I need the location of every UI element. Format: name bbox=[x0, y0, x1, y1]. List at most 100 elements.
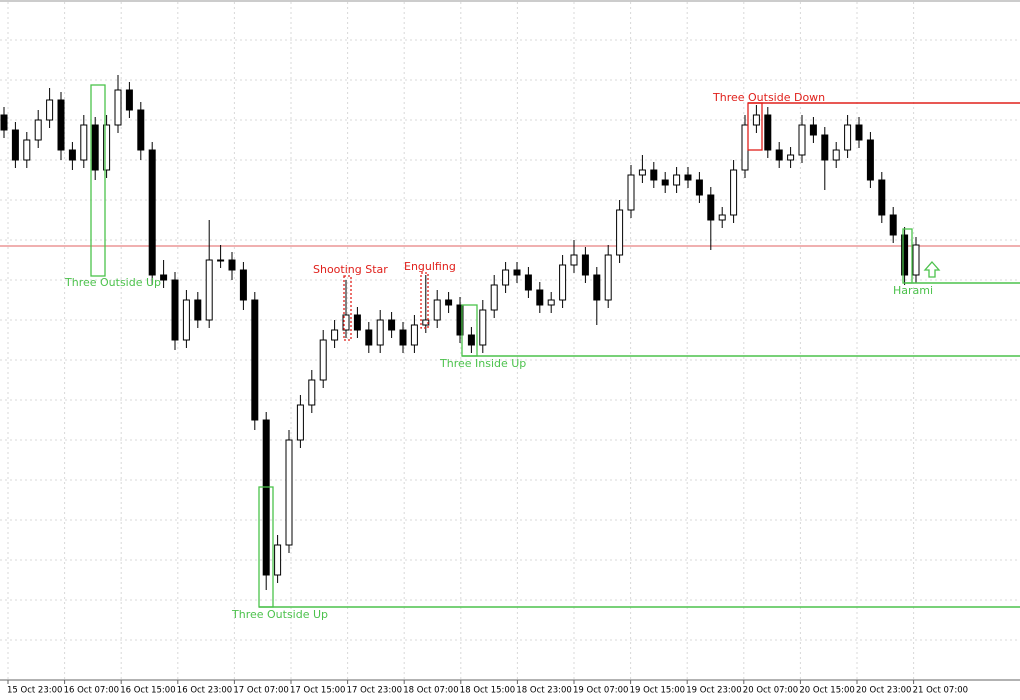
candle-body bbox=[445, 299, 453, 306]
candle-body bbox=[627, 174, 635, 211]
pattern-box bbox=[90, 84, 106, 277]
candle-body bbox=[559, 264, 567, 301]
candle-body bbox=[433, 299, 441, 321]
pattern-label: Three Inside Up bbox=[439, 357, 526, 370]
candle-body bbox=[878, 179, 886, 216]
candle-body bbox=[251, 299, 259, 421]
candle-body bbox=[205, 259, 213, 321]
x-tick-label: 17 Oct 07:00 bbox=[233, 686, 288, 696]
candle-body bbox=[114, 89, 122, 126]
candle-body bbox=[91, 124, 99, 171]
pattern-box bbox=[747, 102, 763, 151]
candle-body bbox=[80, 124, 88, 161]
candle-body bbox=[182, 299, 190, 341]
candle-body bbox=[353, 314, 361, 331]
candle-body bbox=[855, 124, 863, 141]
candle-body bbox=[673, 174, 681, 186]
candle-body bbox=[502, 269, 510, 286]
candle-body bbox=[798, 124, 806, 156]
candle-body bbox=[684, 174, 692, 181]
candle-body bbox=[103, 124, 111, 171]
candle-body bbox=[46, 99, 54, 121]
candle-body bbox=[581, 254, 589, 276]
candle-body bbox=[832, 149, 840, 161]
candle-body bbox=[741, 124, 749, 171]
pattern-box bbox=[420, 272, 429, 329]
candle-body bbox=[331, 329, 339, 341]
candle-body bbox=[787, 154, 795, 161]
candle-body bbox=[11, 129, 19, 161]
candle-body bbox=[570, 254, 578, 266]
candle-body bbox=[616, 209, 624, 256]
candle-body bbox=[809, 124, 817, 136]
candle-body bbox=[228, 259, 236, 271]
candle-body bbox=[730, 169, 738, 216]
candle-body bbox=[160, 274, 168, 281]
candle-body bbox=[524, 274, 532, 291]
candle-body bbox=[650, 169, 658, 181]
candle-body bbox=[365, 329, 373, 346]
candle-body bbox=[171, 279, 179, 341]
candle-body bbox=[593, 274, 601, 301]
candle-body bbox=[388, 319, 396, 331]
pattern-label: Three Outside Up bbox=[64, 276, 161, 289]
candle-body bbox=[490, 284, 498, 311]
pattern-box bbox=[343, 275, 352, 341]
candle-body bbox=[239, 269, 247, 301]
candle-body bbox=[844, 124, 852, 151]
candle-body bbox=[319, 339, 327, 381]
candle-body bbox=[695, 179, 703, 196]
candle-body bbox=[194, 299, 202, 321]
x-tick-label: 20 Oct 15:00 bbox=[799, 686, 854, 696]
candle-body bbox=[296, 404, 304, 441]
candle-body bbox=[262, 419, 270, 576]
candle-body bbox=[547, 299, 555, 306]
candle-body bbox=[707, 194, 715, 221]
candle-body bbox=[912, 244, 920, 276]
x-tick-label: 19 Oct 15:00 bbox=[630, 686, 685, 696]
candle-body bbox=[308, 379, 316, 406]
candle-body bbox=[901, 234, 909, 276]
candle-body bbox=[422, 319, 430, 326]
candle-body bbox=[821, 134, 829, 161]
x-tick-label: 16 Oct 15:00 bbox=[120, 686, 175, 696]
candle-body bbox=[718, 214, 726, 221]
x-tick-label: 15 Oct 23:00 bbox=[7, 686, 62, 696]
x-tick-label: 18 Oct 23:00 bbox=[516, 686, 571, 696]
pattern-label: Harami bbox=[893, 284, 933, 297]
x-tick-label: 20 Oct 23:00 bbox=[856, 686, 911, 696]
candle-body bbox=[68, 149, 76, 161]
pattern-label: Engulfing bbox=[404, 260, 456, 273]
candle-body bbox=[479, 309, 487, 346]
candle-body bbox=[342, 314, 350, 331]
candle-body bbox=[889, 214, 897, 236]
x-tick-label: 17 Oct 23:00 bbox=[347, 686, 402, 696]
candle-body bbox=[513, 269, 521, 276]
pattern-label: Shooting Star bbox=[313, 263, 388, 276]
candle-body bbox=[125, 89, 133, 111]
candle-body bbox=[604, 254, 612, 301]
candle-body bbox=[137, 109, 145, 151]
candle-body bbox=[0, 114, 8, 131]
x-tick-label: 16 Oct 07:00 bbox=[64, 686, 119, 696]
pattern-box bbox=[461, 304, 478, 357]
candle-body bbox=[399, 329, 407, 346]
x-tick-label: 20 Oct 07:00 bbox=[743, 686, 798, 696]
x-tick-label: 19 Oct 07:00 bbox=[573, 686, 628, 696]
x-tick-label: 18 Oct 15:00 bbox=[460, 686, 515, 696]
pattern-label: Three Outside Up bbox=[231, 608, 328, 621]
x-tick-label: 16 Oct 23:00 bbox=[177, 686, 232, 696]
candle-body bbox=[638, 169, 646, 176]
pattern-label: Three Outside Down bbox=[712, 91, 825, 104]
candle-body bbox=[661, 179, 669, 186]
candle-body bbox=[764, 114, 772, 151]
candle-body bbox=[752, 114, 760, 126]
candle-body bbox=[376, 319, 384, 346]
x-tick-label: 18 Oct 07:00 bbox=[403, 686, 458, 696]
candle-body bbox=[285, 439, 293, 546]
candle-body bbox=[536, 289, 544, 306]
candle-body bbox=[775, 149, 783, 161]
candle-body bbox=[866, 139, 874, 181]
